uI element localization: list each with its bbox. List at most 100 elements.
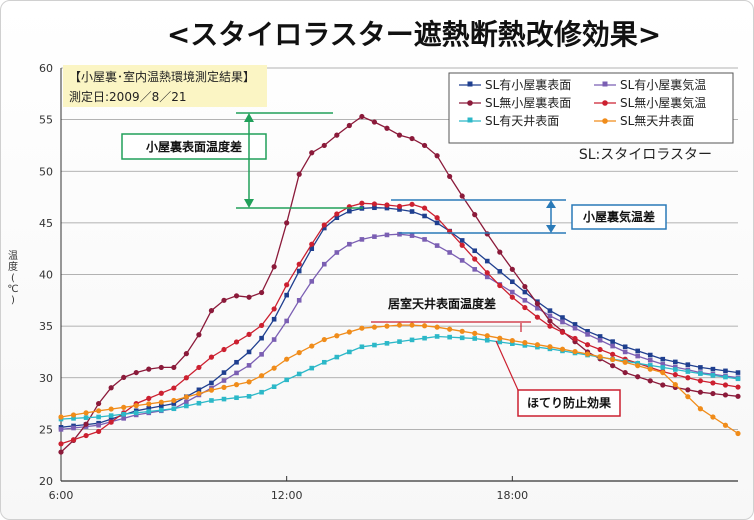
legend-marker	[602, 81, 608, 87]
y-tick-label: 50	[39, 165, 53, 178]
data-point	[96, 408, 102, 414]
legend-label: SL無小屋裏表面	[485, 95, 571, 110]
data-point	[522, 283, 528, 290]
data-point	[346, 329, 352, 335]
data-point	[321, 225, 327, 231]
data-point	[384, 125, 390, 131]
data-point	[259, 352, 264, 357]
y-tick-label: 35	[39, 320, 53, 333]
legend-label: SL有小屋裏表面	[485, 77, 571, 92]
data-point	[509, 294, 515, 300]
data-point	[158, 403, 164, 409]
data-point	[735, 376, 741, 382]
effect-label: ほてり防止効果	[527, 395, 611, 410]
data-point	[184, 399, 189, 405]
data-point	[284, 220, 290, 226]
data-point	[635, 353, 641, 359]
data-point	[409, 135, 415, 142]
data-point	[560, 319, 565, 325]
data-point	[547, 308, 553, 313]
data-point	[108, 419, 114, 425]
data-point	[635, 348, 641, 354]
data-point	[372, 234, 377, 239]
data-point	[234, 370, 239, 376]
chart-title: <スタイロラスター遮熱断熱改修効果>	[167, 18, 661, 51]
data-point	[296, 261, 302, 267]
data-point	[321, 222, 327, 228]
data-point	[346, 122, 352, 129]
data-point	[497, 282, 503, 289]
info-box-bg	[63, 65, 267, 107]
data-point	[484, 270, 490, 276]
y-axis-label-char: (	[11, 273, 15, 284]
data-point	[271, 337, 277, 342]
data-point	[321, 336, 327, 343]
data-point	[321, 261, 327, 267]
data-point	[522, 343, 528, 348]
data-point	[234, 359, 239, 365]
info-box: 【小屋裏･室内温熱環境測定結果】 測定日:2009／8／21	[63, 65, 267, 107]
data-point	[685, 369, 691, 374]
data-point	[171, 385, 177, 391]
data-point	[673, 359, 678, 365]
data-point	[559, 329, 566, 335]
data-point	[371, 324, 378, 330]
data-point	[183, 394, 189, 400]
data-point	[259, 389, 264, 395]
data-point	[221, 378, 227, 383]
data-point	[422, 335, 427, 341]
data-point	[509, 337, 515, 344]
y-axis-label-char: )	[11, 295, 15, 306]
data-point	[309, 246, 315, 251]
data-point	[497, 339, 503, 345]
data-point	[497, 269, 503, 274]
legend-label: SL無天井表面	[620, 113, 694, 128]
data-point	[710, 373, 716, 378]
data-point	[208, 387, 215, 393]
data-point	[672, 382, 678, 388]
data-point	[371, 201, 378, 207]
data-point	[698, 371, 703, 376]
axis: 20 25 30 35 40 45 50 55 60 6:00 12:00 18:00	[39, 62, 528, 502]
data-point	[447, 326, 453, 332]
data-point	[246, 379, 252, 385]
data-point	[585, 328, 590, 334]
data-point	[334, 333, 340, 339]
data-point	[597, 334, 603, 339]
data-point	[597, 354, 603, 360]
data-point	[572, 348, 578, 355]
data-point	[647, 363, 653, 368]
attic-air-box	[571, 204, 667, 230]
data-point	[622, 359, 628, 365]
data-point	[284, 318, 289, 324]
data-point	[83, 432, 89, 439]
data-point	[271, 264, 277, 270]
data-point	[233, 382, 240, 388]
data-point	[196, 390, 202, 397]
data-point	[296, 268, 302, 274]
data-point	[334, 132, 340, 138]
data-point	[384, 205, 390, 211]
data-point	[83, 421, 89, 427]
data-point	[472, 248, 478, 254]
data-point	[409, 201, 415, 207]
data-point	[422, 213, 427, 219]
legend-box	[448, 72, 734, 144]
y-axis-label-char: 温	[8, 250, 18, 262]
data-point	[371, 119, 378, 125]
data-point	[397, 207, 402, 212]
data-point	[710, 390, 716, 397]
data-point	[96, 422, 101, 428]
data-point	[321, 359, 327, 365]
legend-marker	[467, 81, 473, 87]
data-point	[396, 132, 403, 138]
data-point	[158, 407, 164, 413]
data-point	[447, 250, 452, 255]
data-point	[422, 237, 427, 242]
data-point	[71, 416, 76, 421]
data-point	[409, 337, 415, 343]
data-point	[647, 352, 653, 358]
data-point	[196, 400, 202, 406]
data-point	[735, 384, 741, 390]
